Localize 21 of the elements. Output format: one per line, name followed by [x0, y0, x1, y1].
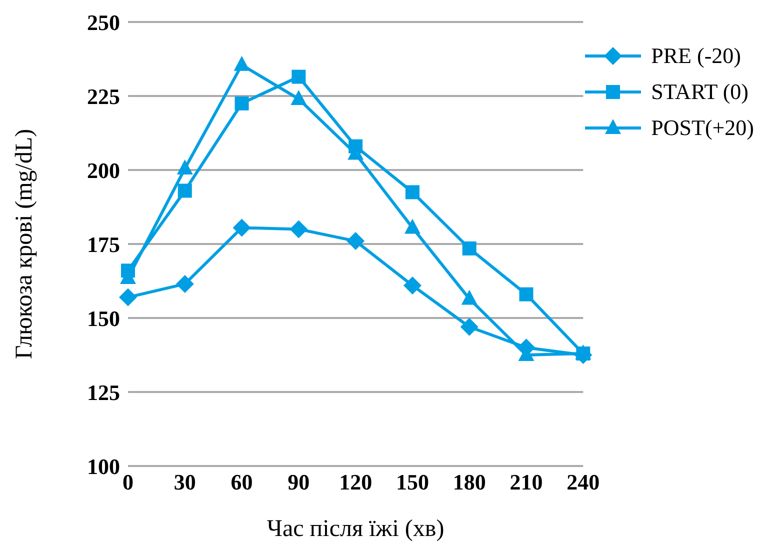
y-tick-label: 100	[87, 454, 120, 479]
y-axis-title: Глюкоза крові (mg/dL)	[12, 128, 38, 360]
y-tick-label: 250	[87, 10, 120, 35]
x-tick-label: 120	[339, 470, 372, 495]
legend-label: PRE (-20)	[651, 43, 741, 69]
x-axis-title: Час після їжі (хв)	[266, 516, 444, 542]
x-tick-label: 30	[174, 470, 196, 495]
x-tick-label: 60	[230, 470, 253, 495]
y-tick-label: 175	[87, 232, 120, 257]
y-tick-label: 125	[87, 380, 120, 405]
y-tick-label: 150	[87, 306, 120, 331]
y-tick-label: 225	[87, 84, 120, 109]
x-tick-label: 210	[510, 470, 543, 495]
x-tick-label: 180	[452, 470, 486, 495]
x-tick-label: 150	[396, 470, 429, 495]
legend-label: POST(+20)	[651, 115, 754, 141]
y-tick-label: 200	[87, 158, 120, 183]
legend-label: START (0)	[651, 79, 748, 105]
x-tick-label: 240	[566, 470, 600, 495]
x-tick-label: 90	[288, 470, 310, 495]
x-tick-label: 0	[122, 470, 134, 495]
